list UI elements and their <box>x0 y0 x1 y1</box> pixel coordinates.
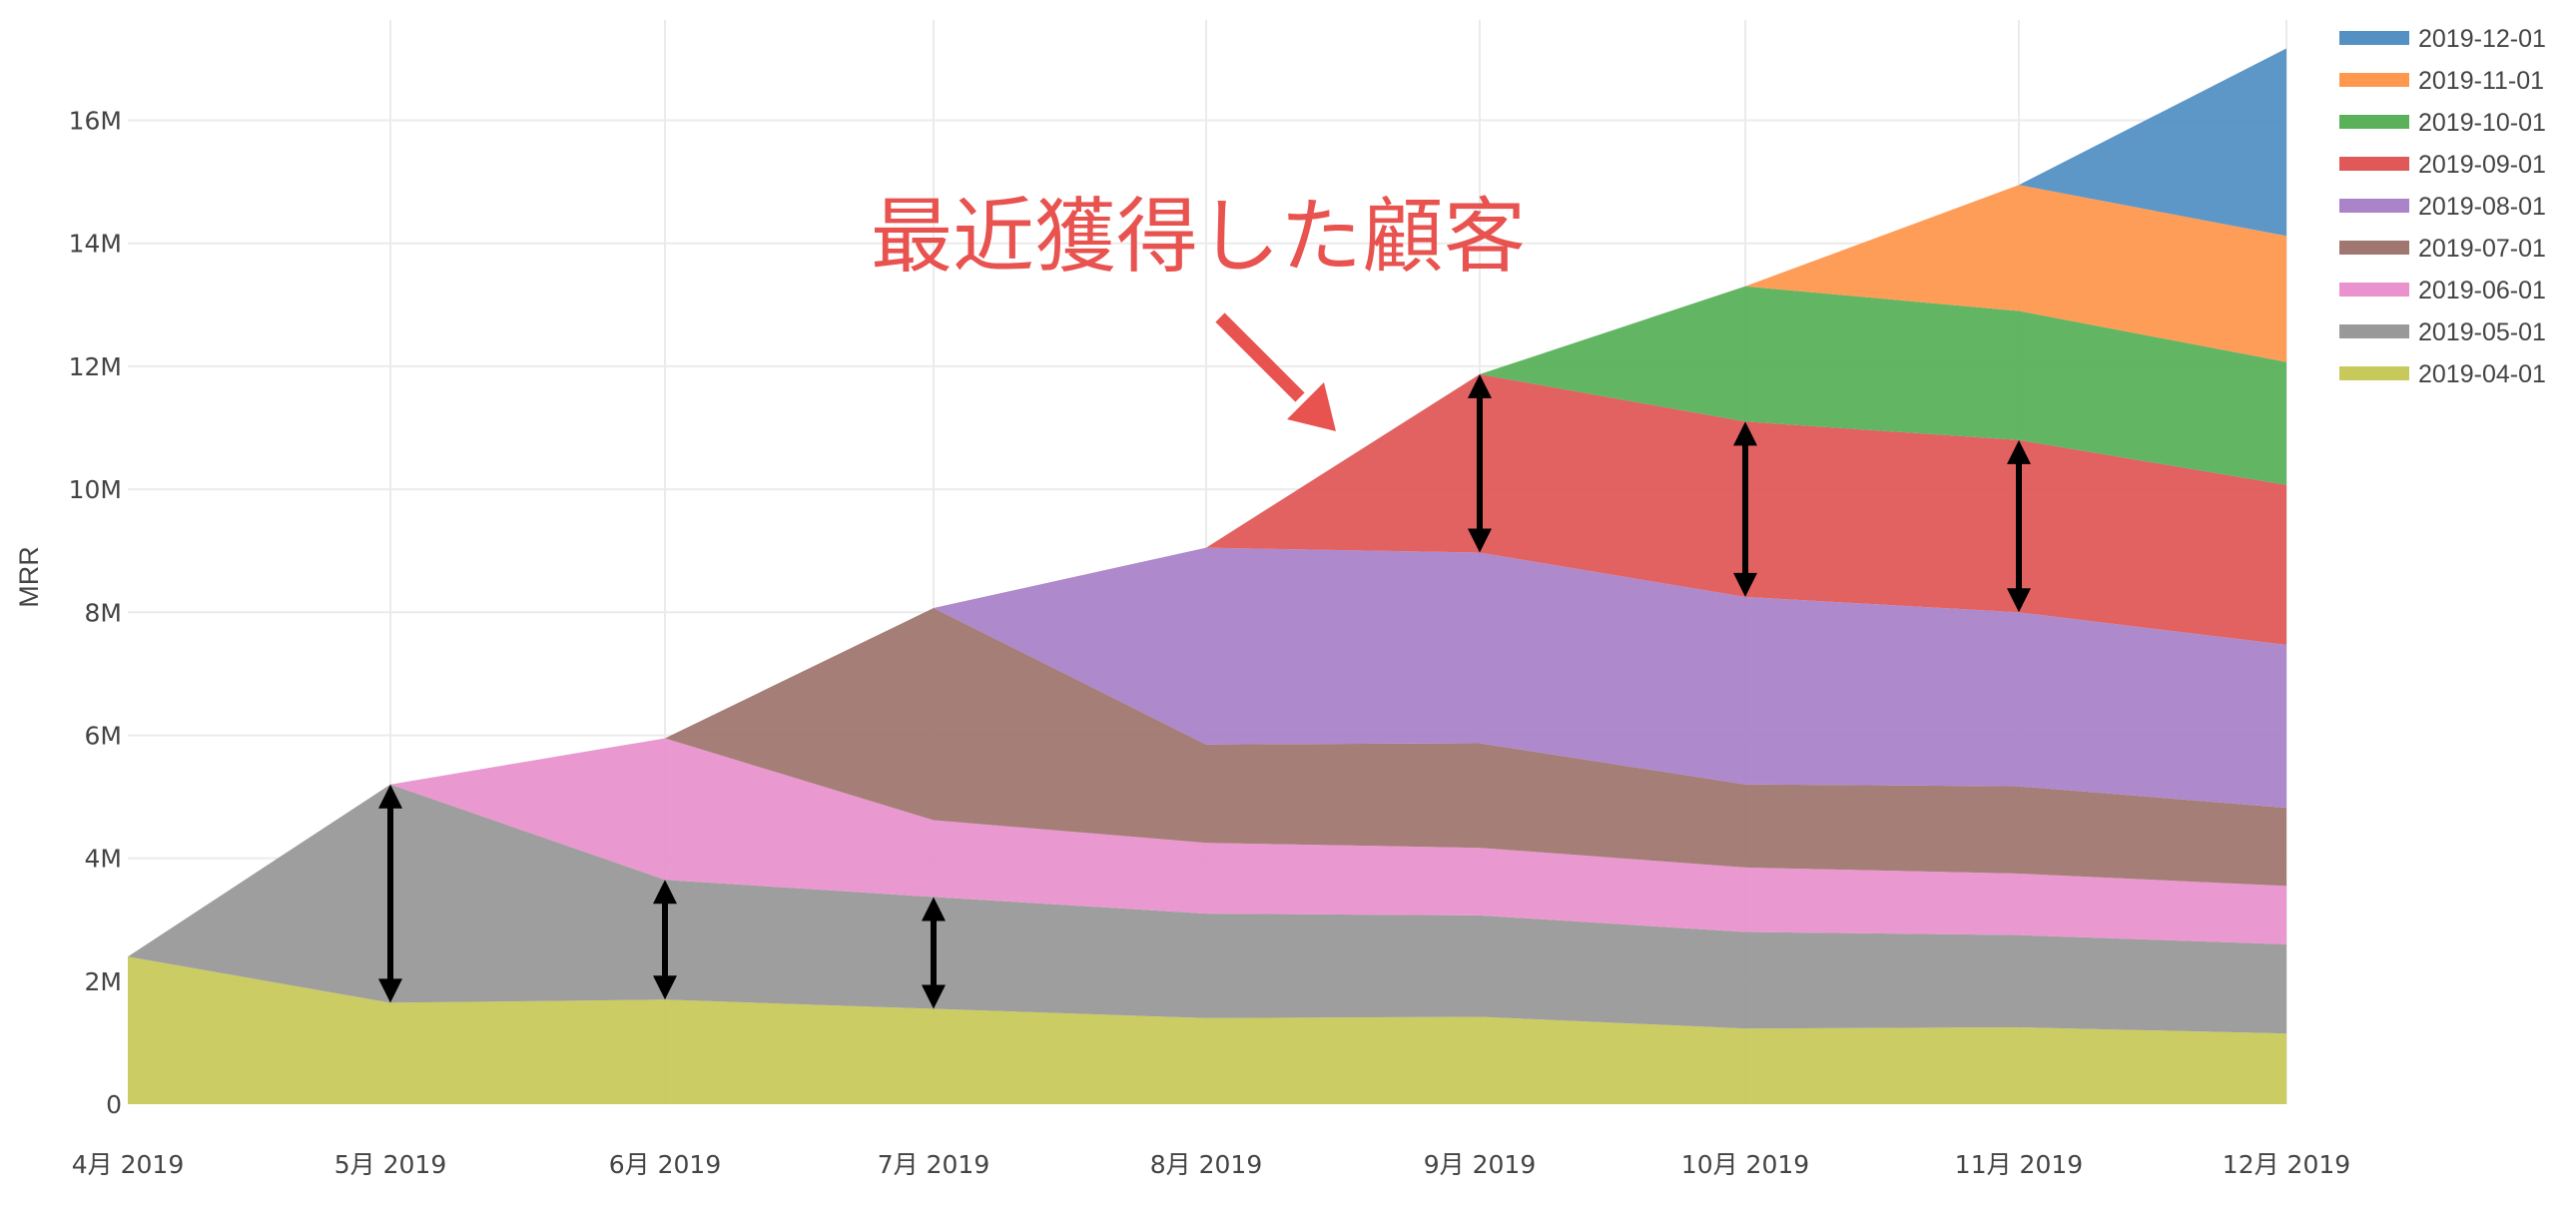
annotation-text: 最近獲得した顧客 <box>871 190 1526 285</box>
y-tick-label: 6M <box>85 721 122 750</box>
y-axis-label: MRR <box>14 546 44 608</box>
double-arrows <box>378 373 2031 1009</box>
y-tick-label: 0 <box>106 1090 122 1119</box>
annotation-arrow-icon <box>1215 312 1336 431</box>
x-tick-label: 6月 2019 <box>609 1150 721 1179</box>
y-tick-label: 12M <box>69 352 122 381</box>
legend-label: 2019-04-01 <box>2418 360 2546 388</box>
area-series-2019-04-01 <box>128 956 2286 1104</box>
x-tick-label: 5月 2019 <box>334 1150 446 1179</box>
legend-swatch <box>2339 324 2409 338</box>
legend: 2019-12-01 2019-11-01 2019-10-01 2019-09-01… <box>2339 25 2546 388</box>
y-tick-label: 4M <box>85 845 122 874</box>
legend-label: 2019-06-01 <box>2418 277 2546 304</box>
legend-swatch <box>2339 199 2409 213</box>
legend-swatch <box>2339 283 2409 297</box>
area-series-2019-08-01 <box>934 547 2286 809</box>
x-tick-label: 11月 2019 <box>1955 1150 2083 1179</box>
x-tick-label: 10月 2019 <box>1681 1150 1809 1179</box>
y-tick-label: 14M <box>69 230 122 259</box>
legend-label: 2019-10-01 <box>2418 109 2546 137</box>
y-tick-label: 10M <box>69 475 122 504</box>
legend-swatch <box>2339 241 2409 255</box>
area-series-2019-10-01 <box>1480 286 2286 485</box>
double-arrow-icon <box>1733 421 1757 597</box>
double-arrow-icon <box>2007 439 2031 613</box>
legend-swatch <box>2339 31 2409 45</box>
area-series-2019-12-01 <box>2019 48 2286 237</box>
annotation: 最近獲得した顧客 <box>871 190 1526 431</box>
legend-swatch <box>2339 115 2409 129</box>
area-series-2019-11-01 <box>1745 185 2286 362</box>
axes: 0 2M 4M 6M 8M 10M 12M 14M 16M 4月 2019 5月 2019 6月 20… <box>69 107 2351 1179</box>
double-arrow-icon <box>378 784 402 1003</box>
x-tick-label: 7月 2019 <box>878 1150 989 1179</box>
y-tick-label: 2M <box>85 967 122 996</box>
y-tick-label: 16M <box>69 107 122 136</box>
double-arrow-icon <box>922 897 946 1009</box>
x-tick-label: 9月 2019 <box>1424 1150 1536 1179</box>
legend-label: 2019-09-01 <box>2418 151 2546 179</box>
legend-label: 2019-07-01 <box>2418 235 2546 263</box>
y-tick-label: 8M <box>85 598 122 627</box>
legend-label: 2019-11-01 <box>2418 67 2544 95</box>
area-series <box>128 48 2286 1104</box>
legend-label: 2019-12-01 <box>2418 25 2546 53</box>
legend-swatch <box>2339 157 2409 171</box>
legend-label: 2019-05-01 <box>2418 318 2546 346</box>
legend-swatch <box>2339 73 2409 87</box>
double-arrow-icon <box>653 880 677 1000</box>
double-arrow-icon <box>1468 373 1492 553</box>
x-tick-label: 12月 2019 <box>2223 1150 2350 1179</box>
legend-label: 2019-08-01 <box>2418 193 2546 221</box>
area-series-2019-07-01 <box>665 608 2286 887</box>
area-series-2019-06-01 <box>390 738 2286 944</box>
x-tick-label: 4月 2019 <box>72 1150 184 1179</box>
x-tick-label: 8月 2019 <box>1150 1150 1262 1179</box>
legend-swatch <box>2339 366 2409 380</box>
